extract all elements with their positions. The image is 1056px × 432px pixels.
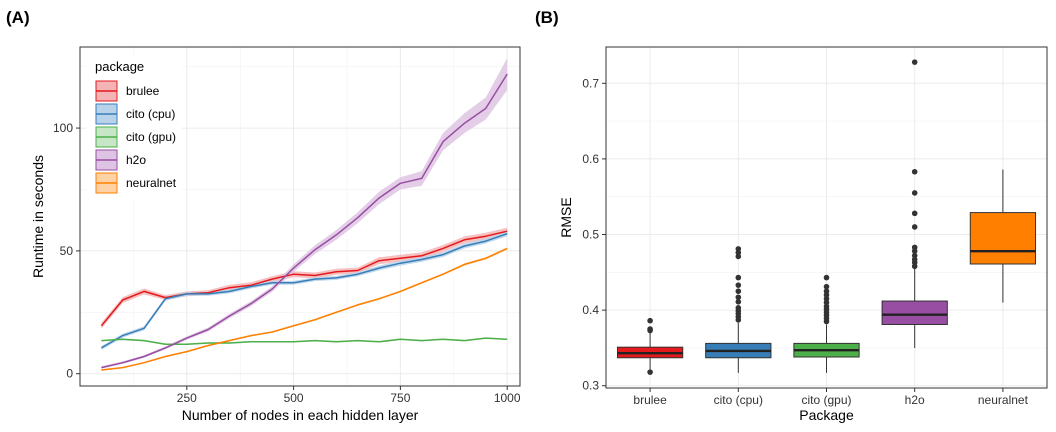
panel-a-lines xyxy=(100,73,508,371)
y-tick-label: 0.5 xyxy=(582,228,599,242)
legend-label-h2o: h2o xyxy=(126,153,146,167)
outlier-point xyxy=(911,210,918,217)
panel-b-x-axis-title: Package xyxy=(799,407,854,423)
panel-a-x-axis-title: Number of nodes in each hidden layer xyxy=(182,407,419,423)
panel-b-boxes xyxy=(616,59,1037,375)
box-cito-gpu xyxy=(793,274,860,373)
panel-b-label: (B) xyxy=(535,8,559,27)
box-neuralnet xyxy=(969,169,1037,303)
y-tick-label: 0.3 xyxy=(582,379,599,393)
box-cito-cpu xyxy=(705,246,772,373)
y-tick-label: 0.7 xyxy=(582,76,599,90)
outlier-point xyxy=(735,294,742,301)
box-body xyxy=(881,300,948,325)
x-tick-label: 250 xyxy=(177,391,197,405)
panel-a: (A) 250 500 750 1000 0 50 100 Number of nodes … xyxy=(6,8,521,423)
outlier-point xyxy=(735,288,742,295)
outlier-point xyxy=(735,274,742,281)
box-body xyxy=(969,212,1037,265)
x-tick-label-neuralnet: neuralnet xyxy=(978,393,1029,407)
outlier-point xyxy=(735,299,742,305)
legend-item-h2o: h2o xyxy=(95,149,146,171)
legend-item-brulee: brulee xyxy=(95,80,160,102)
box-brulee xyxy=(616,317,684,375)
box-h2o xyxy=(881,59,948,348)
outlier-point xyxy=(735,282,742,288)
panel-b-ticks: 0.3 0.4 0.5 0.6 0.7 brulee cito (cpu) cito (gpu… xyxy=(582,76,1028,407)
outlier-point xyxy=(647,317,653,324)
x-tick-label: 1000 xyxy=(494,391,521,405)
panel-a-frame xyxy=(79,46,521,387)
panel-a-y-axis-title: Runtime in seconds xyxy=(30,155,46,278)
outlier-point xyxy=(911,244,918,251)
outlier-point xyxy=(823,288,830,295)
legend-item-cito-cpu: cito (cpu) xyxy=(95,103,175,125)
series-line-cito-gpu xyxy=(101,337,508,345)
legend-item-cito-gpu: cito (gpu) xyxy=(95,126,176,148)
outlier-point xyxy=(735,305,742,311)
series-line-cito-cpu xyxy=(101,232,508,349)
band-brulee xyxy=(101,227,508,329)
outlier-point xyxy=(647,369,653,375)
series-line-brulee xyxy=(100,230,508,327)
y-tick-label: 50 xyxy=(60,244,74,258)
x-tick-label-brulee: brulee xyxy=(633,393,667,407)
outlier-point xyxy=(647,326,653,332)
y-tick-label: 0 xyxy=(66,367,73,381)
panel-b: (B) 0.3 0.4 0.5 0.6 0.7 brulee cito (cpu) cito … xyxy=(535,8,1048,423)
legend-label-cito-gpu: cito (gpu) xyxy=(126,130,176,144)
legend-item-neuralnet: neuralnet xyxy=(95,172,177,194)
outlier-point xyxy=(823,274,830,281)
outlier-point xyxy=(911,252,918,259)
x-tick-label-h2o: h2o xyxy=(905,393,925,407)
outlier-point xyxy=(911,59,918,65)
series-line-neuralnet xyxy=(101,247,508,371)
panel-a-label: (A) xyxy=(6,8,30,27)
legend-label-cito-cpu: cito (cpu) xyxy=(126,107,175,121)
y-tick-label: 0.6 xyxy=(582,152,599,166)
legend-title: package xyxy=(95,59,144,74)
panel-a-legend: package brulee cito (cpu) cito (gpu) h2o neu… xyxy=(86,54,182,202)
outlier-point xyxy=(911,224,918,230)
legend-items: brulee cito (cpu) cito (gpu) h2o neuralnet xyxy=(95,80,177,194)
x-tick-label-cito-cpu: cito (cpu) xyxy=(714,393,763,407)
x-tick-label: 750 xyxy=(390,391,410,405)
panel-a-ticks: 250 500 750 1000 0 50 100 xyxy=(53,121,521,405)
outlier-point xyxy=(911,168,918,175)
outlier-point xyxy=(823,283,830,290)
legend-label-brulee: brulee xyxy=(126,84,160,98)
y-tick-label: 100 xyxy=(53,121,73,135)
legend-label-neuralnet: neuralnet xyxy=(126,176,177,190)
outlier-point xyxy=(735,246,742,252)
x-tick-label-cito-gpu: cito (gpu) xyxy=(801,393,851,407)
x-tick-label: 500 xyxy=(284,391,304,405)
band-cito-cpu xyxy=(101,231,508,350)
panel-b-y-axis-title: RMSE xyxy=(558,197,574,237)
outlier-point xyxy=(911,190,918,196)
y-tick-label: 0.4 xyxy=(582,303,599,317)
series-line-h2o xyxy=(101,73,508,369)
